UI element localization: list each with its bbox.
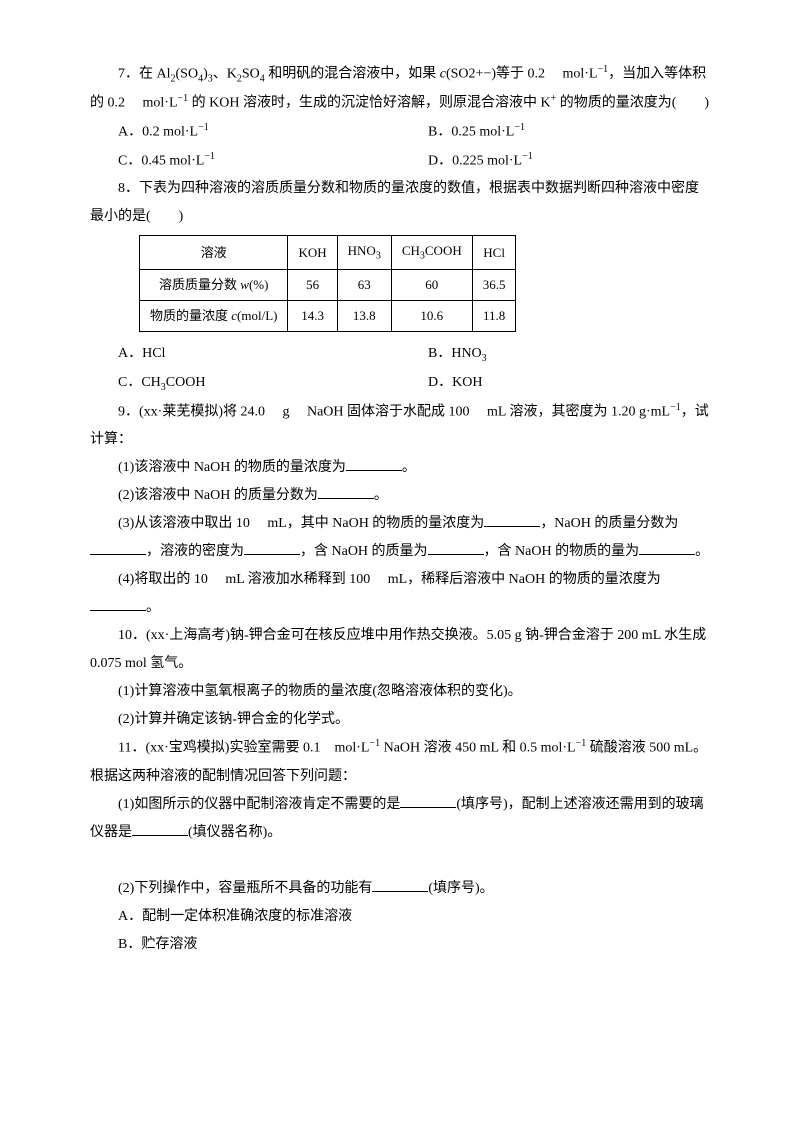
q8-table: 溶液KOHHNO3CH3COOHHCl 溶质质量分数 w(%)56636036.… (139, 235, 516, 332)
q11-2: (2)下列操作中，容量瓶所不具备的功能有(填序号)。 (90, 875, 710, 903)
q9-stem: 9．(xx·莱芜模拟)将 24.0 g NaOH 固体溶于水配成 100 mL … (90, 398, 710, 455)
q11-1: (1)如图所示的仪器中配制溶液肯定不需要的是(填序号)，配制上述溶液还需用到的玻… (90, 791, 710, 847)
q9-4: (4)将取出的 10 mL 溶液加水稀释到 100 mL，稀释后溶液中 NaOH… (90, 566, 710, 622)
q8-options: A．HClB．HNO3 (90, 340, 710, 369)
q7-options: A．0.2 mol·L−1B．0.25 mol·L−1 (90, 118, 710, 147)
q9-1: (1)该溶液中 NaOH 的物质的量浓度为。 (90, 454, 710, 482)
q11-b: B．贮存溶液 (90, 931, 710, 959)
q9-3: (3)从该溶液中取出 10 mL，其中 NaOH 的物质的量浓度为，NaOH 的… (90, 510, 710, 566)
q9-2: (2)该溶液中 NaOH 的质量分数为。 (90, 482, 710, 510)
q10-2: (2)计算并确定该钠-钾合金的化学式。 (90, 706, 710, 734)
q11-a: A．配制一定体积准确浓度的标准溶液 (90, 903, 710, 931)
q10-stem: 10．(xx·上海高考)钠-钾合金可在核反应堆中用作热交换液。5.05 g 钠-… (90, 622, 710, 678)
q10-1: (1)计算溶液中氢氧根离子的物质的量浓度(忽略溶液体积的变化)。 (90, 678, 710, 706)
q11-stem: 11．(xx·宝鸡模拟)实验室需要 0.1 mol·L−1 NaOH 溶液 45… (90, 734, 710, 791)
q8-stem: 8．下表为四种溶液的溶质质量分数和物质的量浓度的数值，根据表中数据判断四种溶液中… (90, 175, 710, 231)
q7-stem: 7．在 Al2(SO4)3、K2SO4 和明矾的混合溶液中，如果 c(SO2+−… (90, 60, 710, 118)
